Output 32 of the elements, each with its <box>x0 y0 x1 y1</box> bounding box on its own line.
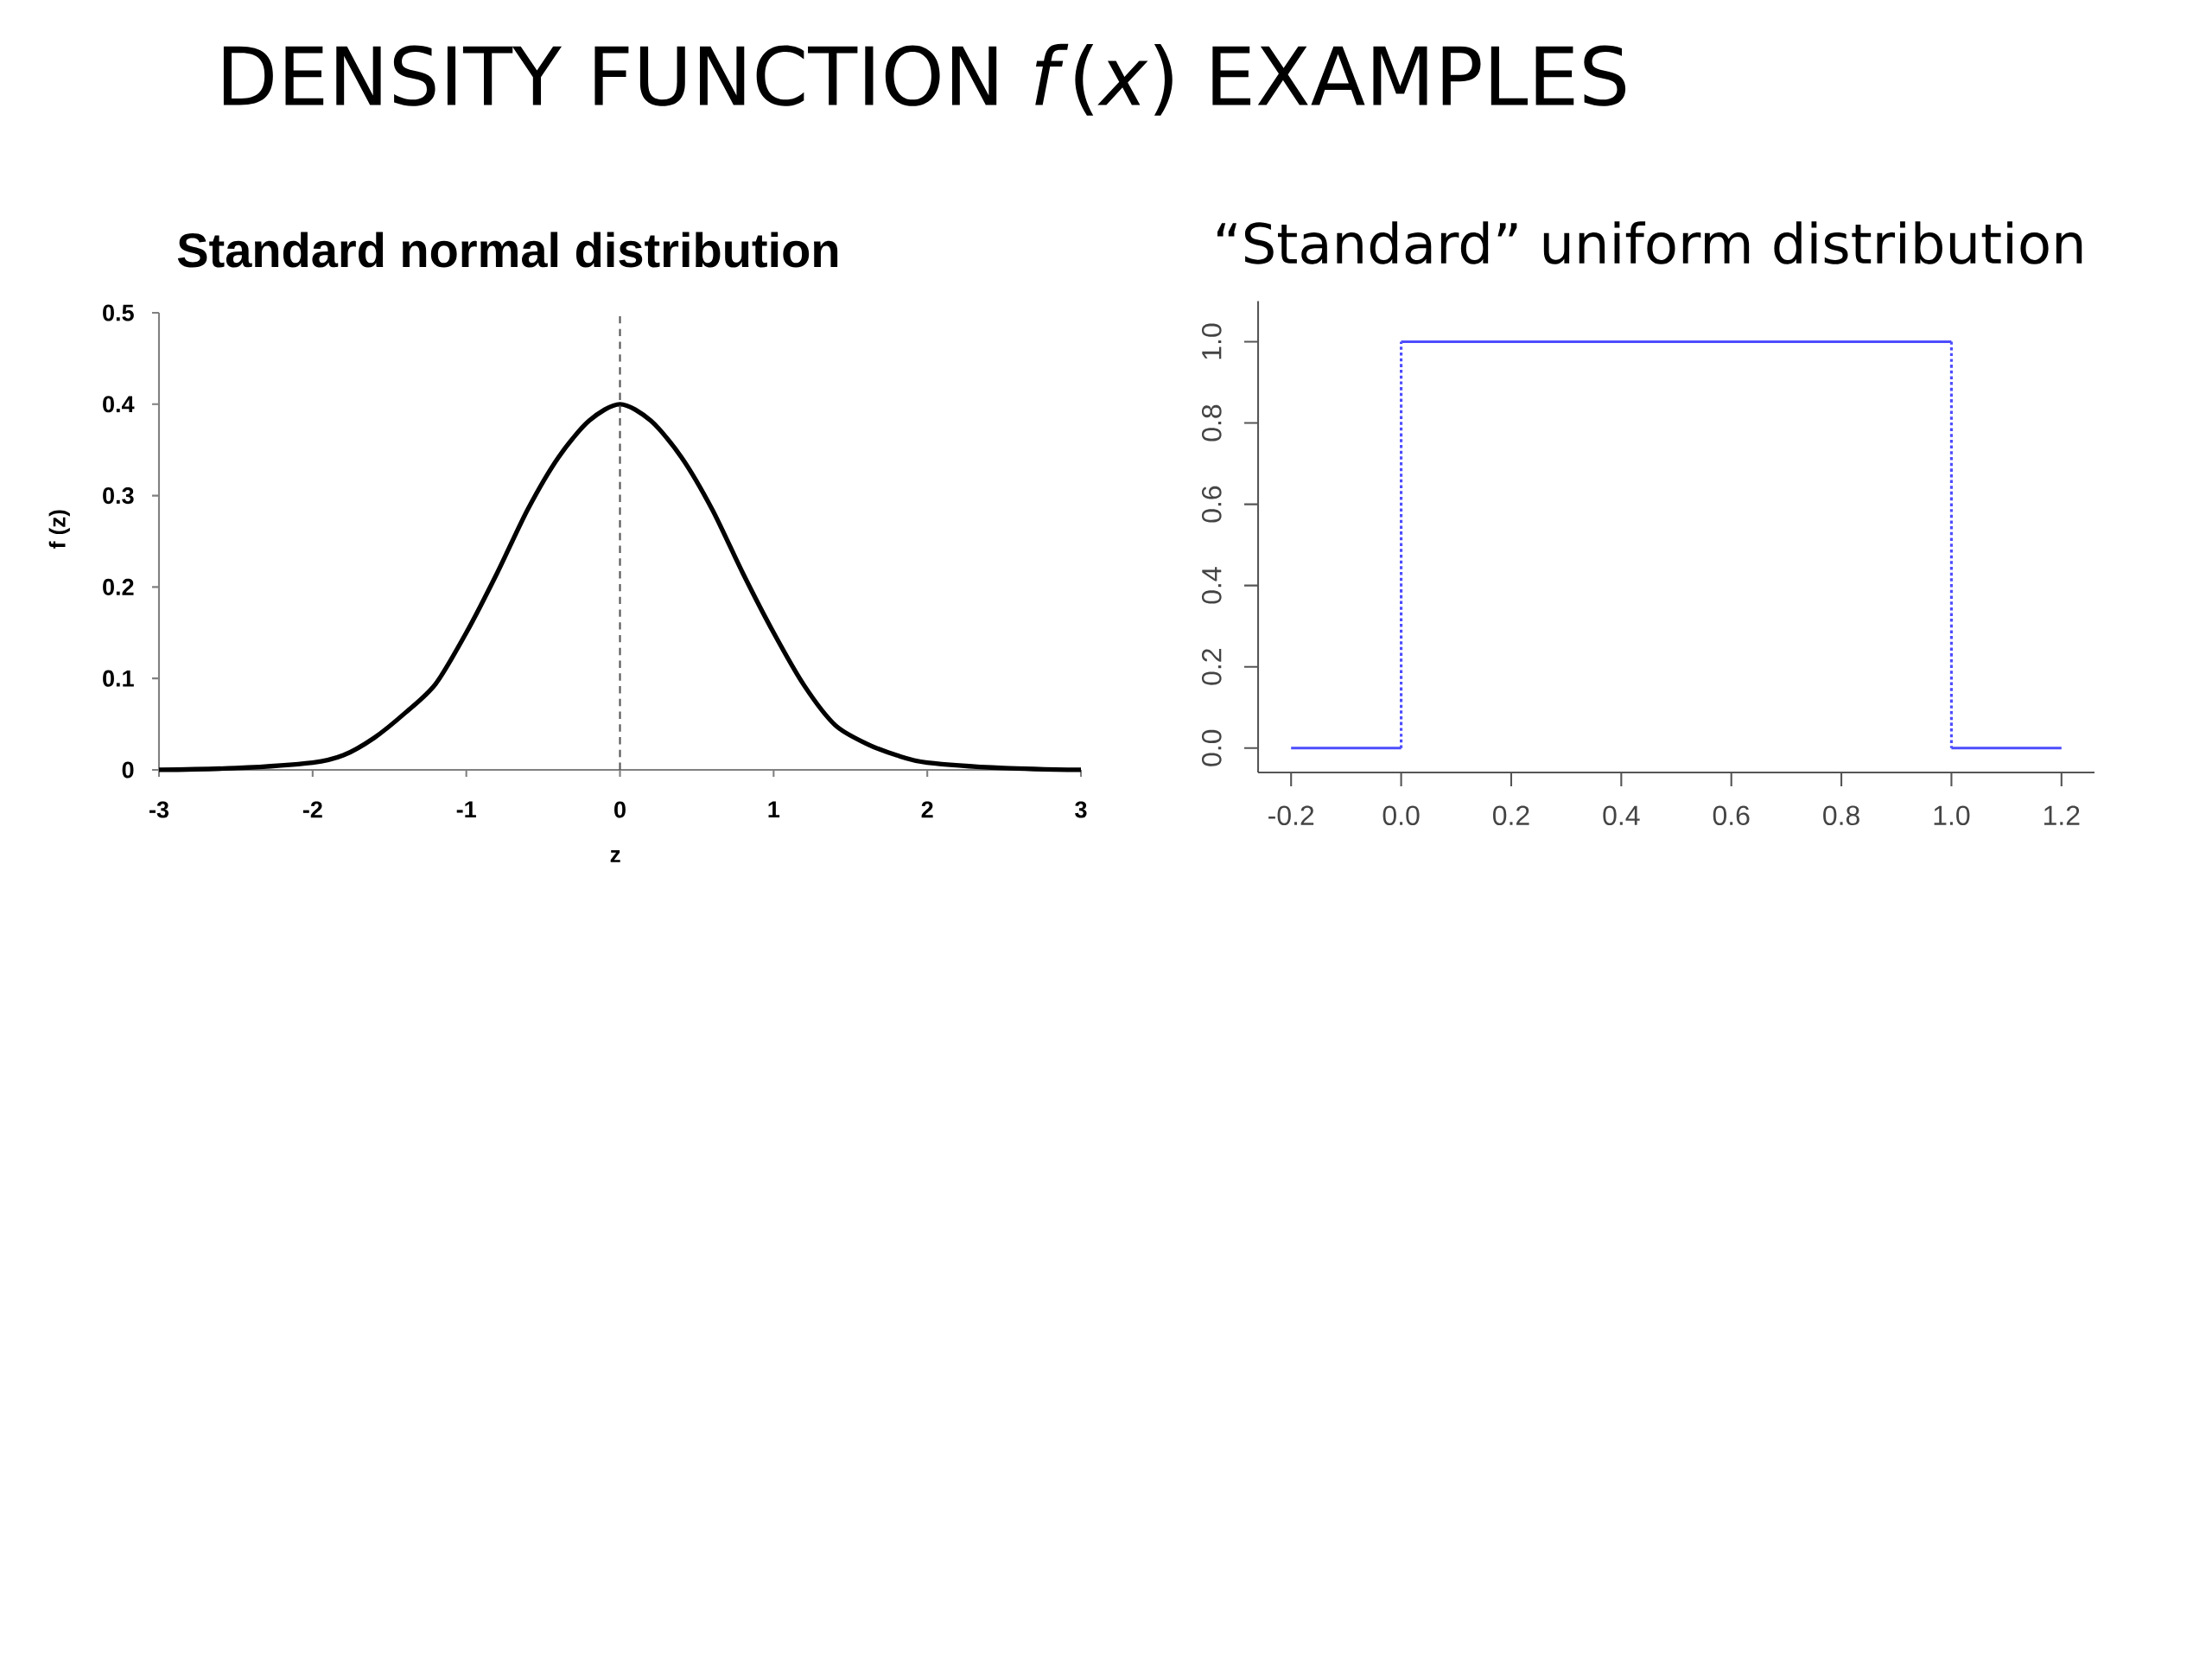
x-tick-label: 3 <box>1075 801 1087 818</box>
y-tick-label: 0.5 <box>103 304 134 321</box>
x-tick-label: 0 <box>614 801 626 818</box>
x-tick-label: -1 <box>456 801 476 817</box>
x-axis-title: z <box>610 850 620 862</box>
y-tick-label: 0.0 <box>1201 729 1222 766</box>
y-tick-label: 0.4 <box>103 396 135 413</box>
x-tick-label: 1.0 <box>1934 805 1970 826</box>
x-tick-label: 1.2 <box>2044 805 2080 825</box>
x-tick-label: 1 <box>768 801 780 817</box>
y-tick-label: 0.1 <box>103 670 134 687</box>
y-tick-label: 0.2 <box>103 578 134 595</box>
y-tick-label: 0.4 <box>1201 567 1222 604</box>
x-tick-label: -3 <box>149 801 169 818</box>
y-tick-label: 1.0 <box>1201 323 1222 359</box>
y-tick-label: 0 <box>122 761 134 779</box>
y-tick-label: 0.2 <box>1201 649 1222 685</box>
y-tick-label: 0.6 <box>1201 486 1222 523</box>
y-tick-label: 0.8 <box>1201 404 1222 442</box>
chart-title: DENSITY FUNCTION f(x) EXAMPLES <box>223 43 1626 116</box>
y-tick-label: 0.3 <box>103 487 134 505</box>
chart-subtitle: Standard normal distribution <box>177 232 838 268</box>
x-tick-label: -0.2 <box>1268 805 1314 826</box>
x-tick-label: 2 <box>921 801 933 818</box>
x-tick-label: 0.2 <box>1493 805 1529 826</box>
y-axis-title: f (z) <box>48 510 70 549</box>
chart-title: “Standard” uniform distribution <box>1217 221 2082 264</box>
x-tick-label: 0.4 <box>1603 805 1640 826</box>
x-tick-label: -2 <box>302 801 322 818</box>
x-tick-label: 0.0 <box>1382 805 1420 826</box>
x-tick-label: 0.8 <box>1823 805 1859 826</box>
x-tick-label: 0.6 <box>1713 805 1750 826</box>
